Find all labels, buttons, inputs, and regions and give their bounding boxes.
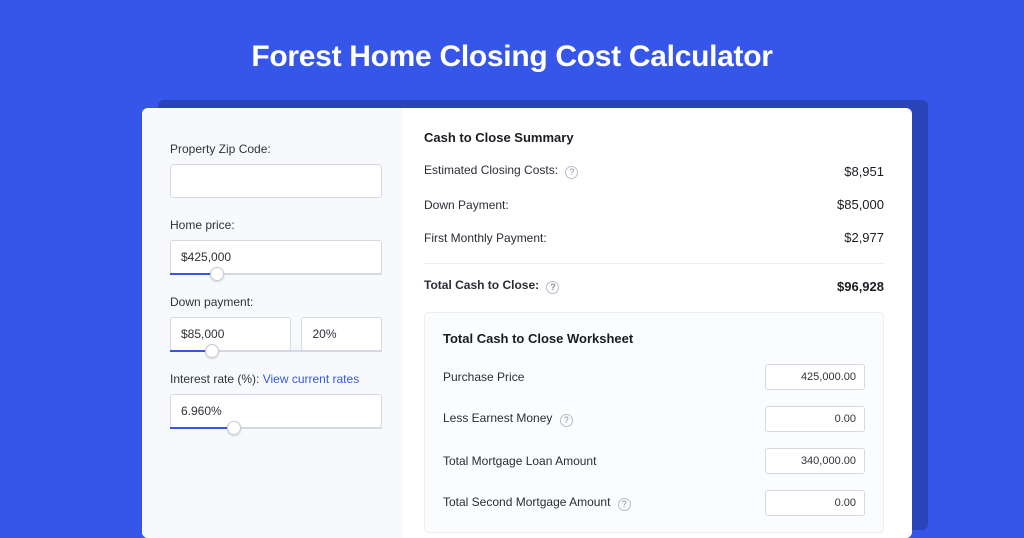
summary-heading: Cash to Close Summary <box>424 130 884 145</box>
worksheet-second-mortgage-input[interactable] <box>765 490 865 516</box>
interest-rate-input[interactable] <box>170 394 382 428</box>
summary-value: $96,928 <box>837 279 884 294</box>
zip-label: Property Zip Code: <box>170 142 382 156</box>
summary-total-label-text: Total Cash to Close: <box>424 278 539 292</box>
divider <box>424 263 884 264</box>
worksheet-earnest-money-input[interactable] <box>765 406 865 432</box>
summary-value: $8,951 <box>844 164 884 179</box>
down-payment-amount-input[interactable] <box>170 317 291 351</box>
home-price-group: Home price: <box>170 218 382 275</box>
view-rates-link[interactable]: View current rates <box>263 372 360 386</box>
home-price-input[interactable] <box>170 240 382 274</box>
slider-thumb[interactable] <box>205 344 219 358</box>
worksheet-card: Total Cash to Close Worksheet Purchase P… <box>424 312 884 533</box>
worksheet-label-text: Total Second Mortgage Amount <box>443 495 610 509</box>
interest-rate-label-text: Interest rate (%): <box>170 372 263 386</box>
slider-fill <box>170 427 234 429</box>
summary-label: Down Payment: <box>424 198 509 212</box>
worksheet-row-loan-amount: Total Mortgage Loan Amount <box>443 448 865 474</box>
worksheet-label: Purchase Price <box>443 370 524 384</box>
worksheet-label: Total Mortgage Loan Amount <box>443 454 596 468</box>
summary-row-down-payment: Down Payment: $85,000 <box>424 197 884 212</box>
help-icon[interactable]: ? <box>560 414 573 427</box>
down-payment-group: Down payment: <box>170 295 382 352</box>
interest-rate-group: Interest rate (%): View current rates <box>170 372 382 429</box>
summary-label-text: Estimated Closing Costs: <box>424 163 558 177</box>
slider-thumb[interactable] <box>210 267 224 281</box>
worksheet-row-purchase-price: Purchase Price <box>443 364 865 390</box>
summary-value: $85,000 <box>837 197 884 212</box>
page-title: Forest Home Closing Cost Calculator <box>0 0 1024 98</box>
zip-input[interactable] <box>170 164 382 198</box>
interest-rate-slider[interactable] <box>170 427 382 429</box>
summary-row-first-payment: First Monthly Payment: $2,977 <box>424 230 884 245</box>
summary-label: Estimated Closing Costs: ? <box>424 163 578 179</box>
worksheet-label: Total Second Mortgage Amount ? <box>443 495 631 511</box>
summary-value: $2,977 <box>844 230 884 245</box>
help-icon[interactable]: ? <box>565 166 578 179</box>
worksheet-label-text: Less Earnest Money <box>443 411 552 425</box>
results-main: Cash to Close Summary Estimated Closing … <box>402 108 912 538</box>
help-icon[interactable]: ? <box>618 498 631 511</box>
calculator-panel: Property Zip Code: Home price: Down paym… <box>142 108 912 538</box>
slider-thumb[interactable] <box>227 421 241 435</box>
zip-group: Property Zip Code: <box>170 142 382 198</box>
down-payment-slider[interactable] <box>170 350 382 352</box>
inputs-sidebar: Property Zip Code: Home price: Down paym… <box>142 108 402 538</box>
worksheet-row-earnest-money: Less Earnest Money ? <box>443 406 865 432</box>
summary-label: Total Cash to Close: ? <box>424 278 559 294</box>
worksheet-purchase-price-input[interactable] <box>765 364 865 390</box>
summary-row-closing-costs: Estimated Closing Costs: ? $8,951 <box>424 163 884 179</box>
worksheet-loan-amount-input[interactable] <box>765 448 865 474</box>
help-icon[interactable]: ? <box>546 281 559 294</box>
home-price-label: Home price: <box>170 218 382 232</box>
summary-row-total: Total Cash to Close: ? $96,928 <box>424 278 884 294</box>
worksheet-label: Less Earnest Money ? <box>443 411 573 427</box>
interest-rate-label: Interest rate (%): View current rates <box>170 372 382 386</box>
worksheet-row-second-mortgage: Total Second Mortgage Amount ? <box>443 490 865 516</box>
summary-label: First Monthly Payment: <box>424 231 547 245</box>
worksheet-heading: Total Cash to Close Worksheet <box>443 331 865 346</box>
home-price-slider[interactable] <box>170 273 382 275</box>
down-payment-pct-input[interactable] <box>301 317 382 351</box>
down-payment-label: Down payment: <box>170 295 382 309</box>
